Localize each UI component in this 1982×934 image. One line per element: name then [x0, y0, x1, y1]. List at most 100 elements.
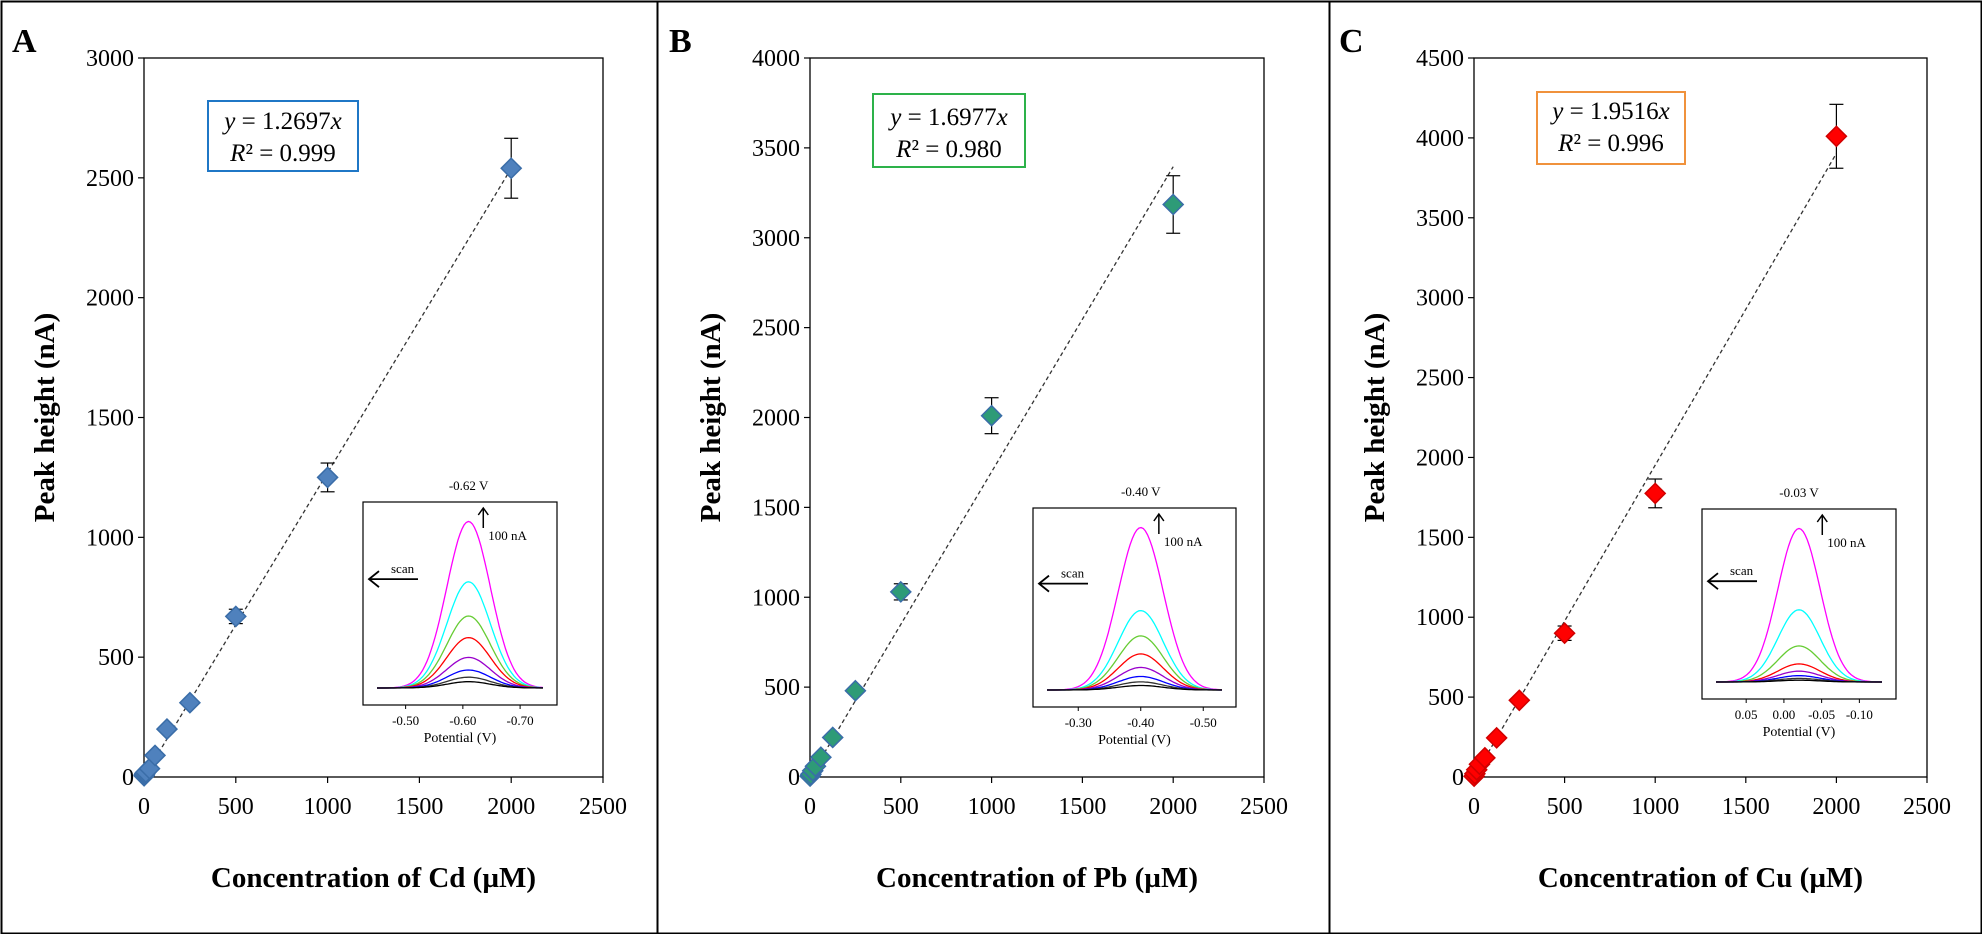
plot-area — [1473, 57, 1928, 778]
equation-x: x — [1658, 98, 1670, 125]
equation-slope: = 1.9516 — [1563, 98, 1658, 125]
equation-box — [207, 100, 359, 172]
y-tick-label: 3500 — [752, 136, 800, 162]
y-tick-label: 0 — [1452, 765, 1464, 791]
inset-voltammogram: 0.05 0.00 -0.05 -0.10 Potential (V) -0.03 V 10… — [1701, 485, 1897, 740]
data-point — [316, 466, 339, 489]
inset-tick-label: -0.60 — [449, 713, 476, 728]
data-point — [1508, 689, 1531, 712]
panel-letter: C — [1339, 23, 1364, 60]
equation-slope: = 1.6977 — [901, 104, 996, 131]
inset-tick-label: -0.10 — [1846, 707, 1873, 722]
x-axis-title: Concentration of Cu (µM) — [1538, 862, 1863, 894]
inset-x-label: Potential (V) — [1098, 733, 1171, 748]
x-tick-label: 500 — [1547, 794, 1583, 820]
data-point — [1825, 125, 1848, 148]
inset-curve — [377, 681, 543, 689]
data-point — [224, 605, 247, 628]
y-axis-title: Peak height (nA) — [695, 313, 727, 522]
r-squared-value: ² = 0.999 — [245, 140, 335, 167]
inset-tick-label: -0.50 — [392, 713, 419, 728]
scale-label: 100 nA — [488, 528, 527, 543]
scale-arrow-head — [477, 506, 489, 516]
y-tick-label: 2000 — [1416, 445, 1464, 471]
y-tick-label: 4500 — [1416, 46, 1464, 72]
x-tick-label: 1000 — [968, 794, 1016, 820]
data-point — [143, 744, 167, 767]
y-axis-title: Peak height (nA) — [29, 313, 61, 522]
r-squared-value: ² = 0.996 — [1573, 130, 1663, 157]
inset-peak-label: -0.40 V — [1121, 484, 1161, 499]
equation-box — [872, 93, 1026, 168]
inset-x-label: Potential (V) — [1763, 725, 1836, 740]
y-tick-label: 3000 — [752, 226, 800, 252]
scan-arrow-head — [1706, 572, 1719, 590]
x-tick-label: 1500 — [395, 794, 443, 820]
inset-frame — [1701, 508, 1897, 700]
y-tick-label: 0 — [122, 765, 134, 791]
inset-tick-label: -0.50 — [1190, 715, 1217, 730]
y-tick-label: 2500 — [86, 166, 134, 192]
inset-tick-label: -0.70 — [507, 713, 534, 728]
equation-x: x — [996, 104, 1008, 131]
x-tick-label: 2500 — [1240, 794, 1288, 820]
r-symbol: R — [895, 136, 911, 163]
data-point — [1644, 482, 1667, 505]
trendline — [1473, 153, 1837, 778]
y-tick-label: 1000 — [1416, 605, 1464, 631]
equation-line: y = 1.9516x — [1549, 98, 1670, 125]
x-tick-label: 2000 — [1812, 794, 1860, 820]
panel-letter: B — [669, 23, 692, 60]
equation-line: y = 1.2697x — [221, 108, 342, 135]
inset-curve — [1047, 684, 1222, 691]
inset-x-label: Potential (V) — [424, 731, 497, 746]
data-point — [1485, 726, 1508, 749]
equation-box — [1536, 91, 1686, 165]
y-tick-label: 0 — [788, 765, 800, 791]
y-tick-label: 1000 — [86, 525, 134, 551]
x-tick-label: 1500 — [1058, 794, 1106, 820]
x-tick-label: 2500 — [1903, 794, 1951, 820]
equation-y: y — [221, 108, 236, 135]
data-point — [889, 580, 912, 603]
x-tick-label: 2000 — [487, 794, 535, 820]
scale-arrow-head — [1816, 513, 1828, 523]
y-tick-label: 3500 — [1416, 206, 1464, 232]
scan-label: scan — [1061, 566, 1085, 581]
x-tick-label: 0 — [804, 794, 816, 820]
inset-curve — [377, 520, 544, 689]
equation-y: y — [887, 104, 902, 131]
data-point — [1473, 746, 1496, 769]
scan-arrow-head — [367, 570, 380, 588]
x-tick-label: 0 — [1468, 794, 1480, 820]
data-point — [155, 718, 179, 741]
inset-frame — [1032, 507, 1237, 708]
y-axis-title: Peak height (nA) — [1359, 313, 1391, 522]
inset-tick-label: -0.05 — [1808, 707, 1835, 722]
data-point — [1162, 193, 1185, 216]
x-tick-label: 2500 — [579, 794, 627, 820]
trendline — [809, 166, 1174, 778]
y-tick-label: 2000 — [752, 406, 800, 432]
x-tick-label: 500 — [883, 794, 919, 820]
panel-letter: A — [12, 23, 37, 60]
y-tick-label: 500 — [1428, 685, 1464, 711]
inset-tick-label: -0.30 — [1065, 715, 1092, 730]
y-tick-label: 3000 — [1416, 286, 1464, 312]
y-tick-label: 3000 — [86, 46, 134, 72]
r-symbol: R — [229, 140, 245, 167]
x-tick-label: 500 — [218, 794, 254, 820]
y-tick-label: 4000 — [1416, 126, 1464, 152]
y-tick-label: 2500 — [752, 316, 800, 342]
y-tick-label: 2500 — [1416, 366, 1464, 392]
y-tick-label: 1500 — [752, 495, 800, 521]
data-point — [809, 746, 832, 769]
data-point — [821, 726, 844, 749]
scan-label: scan — [391, 561, 415, 576]
scan-label: scan — [1730, 563, 1754, 578]
inset-curve — [1716, 609, 1882, 683]
data-point — [500, 157, 523, 180]
equation-line: y = 1.6977x — [887, 104, 1008, 131]
data-point — [178, 691, 201, 714]
